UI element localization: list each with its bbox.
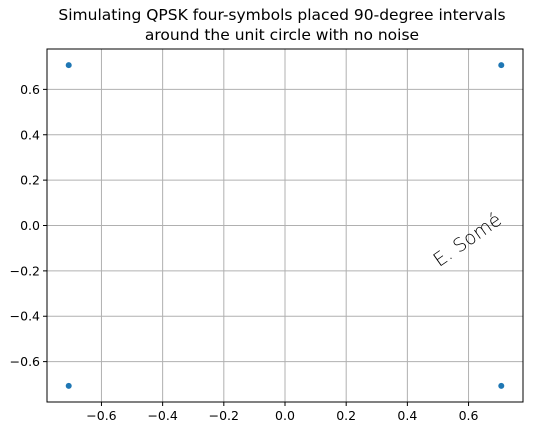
data-point: [498, 382, 505, 389]
x-tick-label: −0.4: [147, 408, 177, 423]
plot-area-frame: [46, 48, 524, 403]
y-tick-label: 0.4: [20, 127, 40, 142]
data-point: [65, 382, 72, 389]
data-point: [65, 62, 72, 69]
grid-lines: [47, 49, 523, 402]
y-tick-label: 0.2: [20, 173, 40, 188]
y-tick-label: 0.6: [20, 82, 40, 97]
data-point: [498, 62, 505, 69]
y-tick-label: 0.0: [20, 218, 40, 233]
x-axis-ticks: −0.6 −0.4 −0.2 0.0 0.2 0.4 0.6: [86, 402, 479, 423]
y-axis-ticks: −0.6 −0.4 −0.2 0.0 0.2 0.4 0.6: [10, 82, 47, 369]
x-tick-label: −0.2: [209, 408, 239, 423]
chart-title-line-2: around the unit circle with no noise: [145, 26, 419, 44]
x-tick-label: 0.4: [397, 408, 417, 423]
y-tick-label: −0.2: [10, 263, 40, 278]
watermark-signature: E. Somé: [429, 209, 505, 272]
x-tick-label: 0.0: [275, 408, 295, 423]
chart-title-line-1: Simulating QPSK four-symbols placed 90-d…: [58, 6, 505, 24]
x-tick-label: 0.6: [459, 408, 479, 423]
x-tick-label: −0.6: [86, 408, 116, 423]
y-tick-label: −0.4: [10, 309, 40, 324]
x-tick-label: 0.2: [336, 408, 356, 423]
data-points: [65, 62, 505, 389]
y-tick-label: −0.6: [10, 354, 40, 369]
chart-title: Simulating QPSK four-symbols placed 90-d…: [58, 6, 505, 44]
